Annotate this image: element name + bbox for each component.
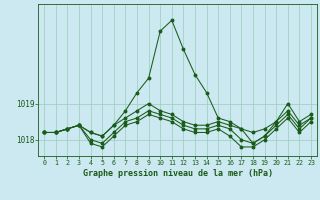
- X-axis label: Graphe pression niveau de la mer (hPa): Graphe pression niveau de la mer (hPa): [83, 169, 273, 178]
